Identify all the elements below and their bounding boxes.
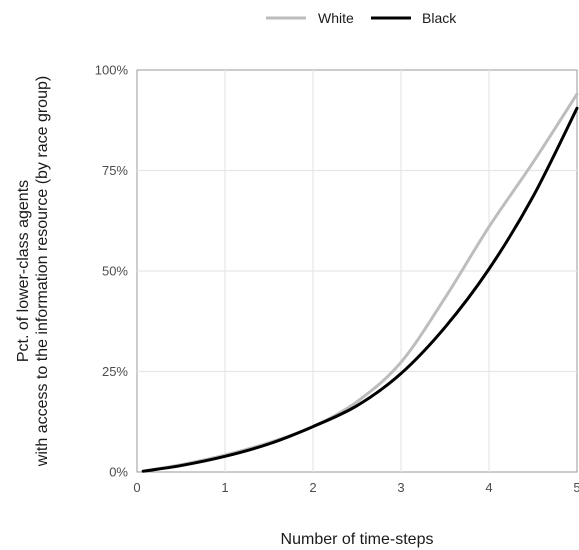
y-axis-title-line2: with access to the information resource …: [34, 76, 51, 467]
tick-labels: 0 1 2 3 4 50%25%50%75%100%: [95, 63, 579, 496]
y-tick-label: 25%: [102, 364, 128, 379]
series-line-black: [141, 106, 579, 473]
x-tick-label: 2: [309, 480, 316, 495]
grid: [137, 70, 577, 472]
x-axis-title: Number of time-steps: [281, 531, 434, 548]
legend: White Black: [266, 10, 457, 26]
x-tick-label: 1: [221, 480, 228, 495]
y-tick-label: 0%: [109, 465, 128, 480]
y-axis-title-line1: Pct. of lower-class agents: [15, 180, 32, 362]
legend-label-black: Black: [422, 10, 457, 26]
x-tick-label: 0: [133, 480, 140, 495]
x-tick-label: 5: [573, 480, 579, 495]
x-tick-label: 3: [397, 480, 404, 495]
x-tick-label: 4: [485, 480, 492, 495]
series-lines: [141, 92, 579, 473]
y-tick-label: 50%: [102, 264, 128, 279]
legend-label-white: White: [318, 10, 354, 26]
y-tick-label: 75%: [102, 163, 128, 178]
y-tick-label: 100%: [95, 63, 129, 78]
